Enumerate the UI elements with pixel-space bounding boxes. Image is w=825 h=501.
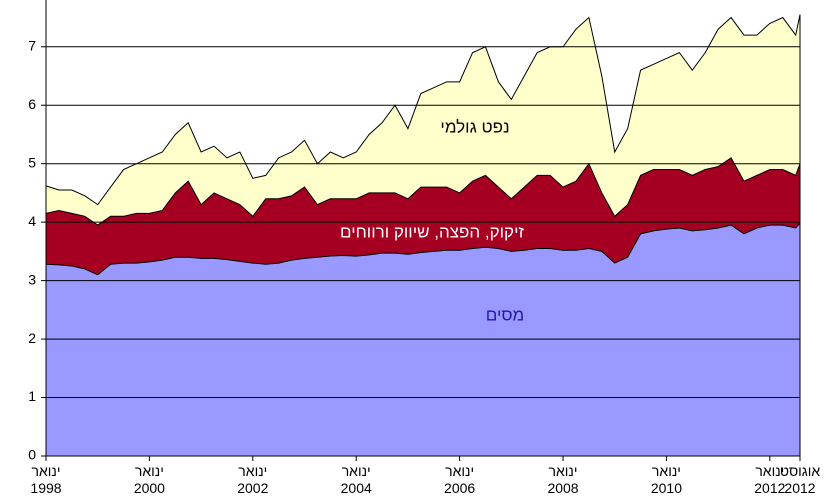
- x-tick-label: ינואר 2012: [754, 463, 786, 496]
- x-tick-label: אוגוסט 2012: [779, 463, 821, 496]
- series-label: מסים: [486, 305, 524, 324]
- series-label: נפט גולמי: [440, 117, 509, 136]
- y-tick-label: 5: [28, 154, 36, 170]
- y-tick-label: 3: [28, 271, 36, 287]
- x-tick-label: ינואר 1998: [30, 463, 62, 496]
- area: [46, 157, 800, 275]
- series-label: זיקוק, הפצה, שיווק ורווחים: [340, 222, 524, 241]
- y-tick-label: 7: [28, 37, 36, 53]
- x-tick-label: ינואר 2002: [237, 463, 269, 496]
- y-tick-label: 2: [28, 330, 36, 346]
- area: [46, 14, 800, 226]
- area-edge: [45, 222, 801, 276]
- x-tick-label: ינואר 2006: [444, 463, 476, 496]
- y-tick-label: 6: [28, 96, 36, 112]
- x-tick-label: ינואר 2010: [650, 463, 682, 496]
- y-tick-label: 1: [28, 388, 36, 404]
- x-tick-label: ינואר 2004: [340, 463, 372, 496]
- x-tick-label: ינואר 2008: [547, 463, 579, 496]
- y-tick-label: 4: [28, 213, 36, 229]
- y-tick-label: 0: [28, 447, 36, 463]
- area-edge: [45, 157, 801, 226]
- area-edge: [45, 14, 801, 206]
- x-tick-label: ינואר 2000: [133, 463, 165, 496]
